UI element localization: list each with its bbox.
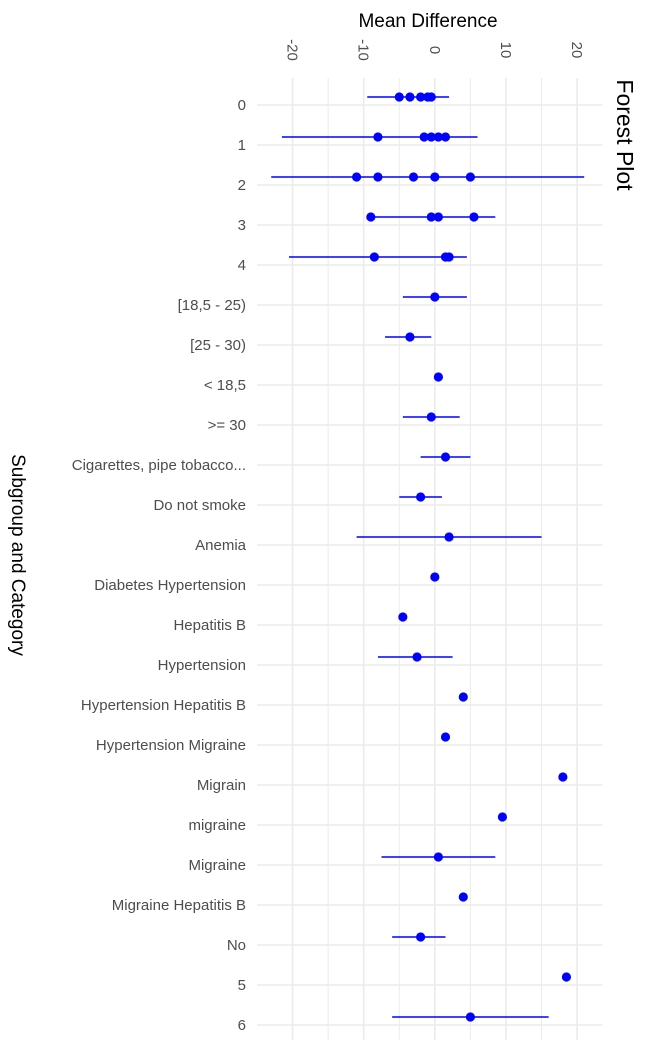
point-estimate [430, 292, 440, 302]
category-label: Diabetes Hypertension [94, 577, 246, 594]
category-label: 6 [238, 1017, 246, 1034]
point-estimate [433, 372, 443, 382]
category-label: No [227, 937, 246, 954]
point-estimate [416, 92, 426, 102]
category-label: Hypertension [158, 657, 246, 674]
point-estimate [405, 92, 415, 102]
x-tick-label: -10 [355, 39, 372, 61]
x-tick-label: 10 [497, 42, 514, 59]
category-label: 3 [238, 217, 246, 234]
x-tick-label: 0 [426, 46, 443, 54]
point-estimate [444, 532, 454, 542]
point-estimate [465, 172, 476, 182]
point-estimate [398, 612, 408, 622]
point-estimate [373, 172, 383, 182]
category-label: 2 [238, 177, 246, 194]
category-label: 4 [238, 257, 246, 274]
category-label: Hypertension Migraine [96, 737, 246, 754]
point-estimate [426, 412, 436, 422]
grid-lines [257, 78, 602, 1040]
point-estimate [426, 212, 436, 222]
point-estimate [416, 492, 426, 502]
point-estimate [412, 652, 422, 662]
category-label: [18,5 - 25) [178, 297, 246, 314]
point-estimate [394, 92, 404, 102]
point-estimate [465, 1012, 476, 1022]
point-estimate [430, 172, 440, 182]
category-label: migraine [188, 817, 246, 834]
y-axis-title: Subgroup and Category [7, 454, 28, 656]
category-label: Cigarettes, pipe tobacco... [72, 457, 246, 474]
point-estimate [433, 852, 443, 862]
point-estimate [458, 892, 468, 902]
category-label: Do not smoke [153, 497, 246, 514]
point-estimate [426, 92, 436, 102]
point-estimate [416, 932, 426, 942]
x-axis-title: Mean Difference [358, 11, 497, 32]
point-estimate [440, 732, 451, 742]
point-estimate [458, 692, 468, 702]
category-label: 0 [238, 97, 246, 114]
category-label: Migraine [188, 857, 246, 874]
category-label: Hepatitis B [173, 617, 246, 634]
point-estimate [351, 172, 362, 182]
category-label: 5 [238, 977, 246, 994]
x-tick-label: 20 [568, 42, 585, 59]
category-label: < 18,5 [204, 377, 246, 394]
point-estimate [469, 212, 479, 222]
point-estimate [497, 812, 508, 822]
point-estimate [369, 252, 379, 262]
chart-title: Forest Plot [612, 79, 638, 191]
category-label: >= 30 [208, 417, 246, 434]
point-estimate [444, 252, 454, 262]
point-estimate [405, 332, 415, 342]
x-tick-label: -20 [284, 39, 301, 61]
category-label: Hypertension Hepatitis B [81, 697, 246, 714]
point-estimate [373, 132, 383, 142]
point-estimate [433, 132, 443, 142]
confidence-intervals [271, 96, 585, 1018]
point-estimate [561, 972, 572, 982]
category-label: 1 [238, 137, 246, 154]
point-estimate [430, 572, 440, 582]
point-estimate [419, 132, 429, 142]
point-estimate [440, 452, 451, 462]
point-estimates [351, 92, 572, 1022]
point-estimate [440, 132, 451, 142]
category-labels: 0 1 2 3 4 [18,5 - 25) [25 - 30) < 18,5 >= 30 Ciga… [72, 97, 247, 1034]
point-estimate [433, 212, 443, 222]
point-estimate [426, 132, 436, 142]
x-tick-labels: -20 -10 0 10 20 [284, 39, 586, 61]
category-label: Migraine Hepatitis B [112, 897, 246, 914]
point-estimate [558, 772, 568, 782]
category-label: Migrain [197, 777, 246, 794]
category-label: Anemia [195, 537, 247, 554]
point-estimate [366, 212, 376, 222]
point-estimate [408, 172, 419, 182]
category-label: [25 - 30) [190, 337, 246, 354]
